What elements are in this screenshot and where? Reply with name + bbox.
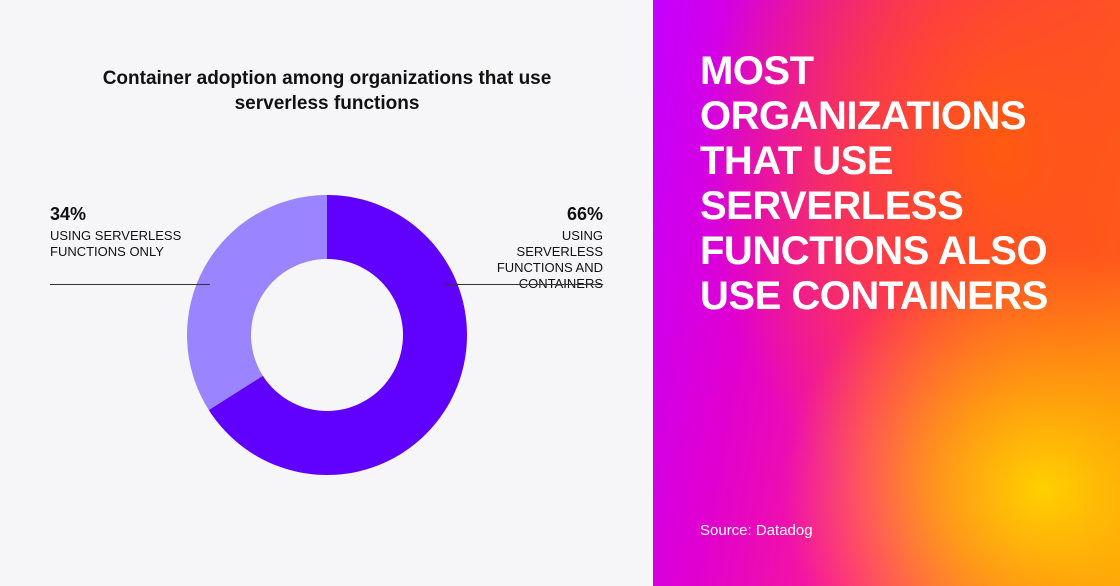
value-label: 34% [50,204,87,224]
slice-label: 66% USING SERVERLESS FUNCTIONS AND CONTA… [443,204,603,292]
label-rule [445,284,603,285]
chart-panel [0,0,653,586]
headline-panel [653,0,1120,586]
value-label: 66% [566,204,603,224]
headline: MOST ORGANIZATIONS THAT USE SERVERLESS F… [700,49,1048,318]
chart-title: Container adoption among organizations t… [102,68,552,114]
slice-label: 34% USING SERVERLESS FUNCTIONS ONLY [50,204,210,260]
donut-slice [187,195,327,411]
donut-chart [187,195,467,476]
label-rule [50,284,210,285]
category-label: USING SERVERLESS FUNCTIONS AND CONTAINER… [496,228,603,291]
donut-slice [208,195,467,476]
source: Source: Datadog [700,522,813,539]
category-label: USING SERVERLESS FUNCTIONS ONLY [50,228,182,259]
